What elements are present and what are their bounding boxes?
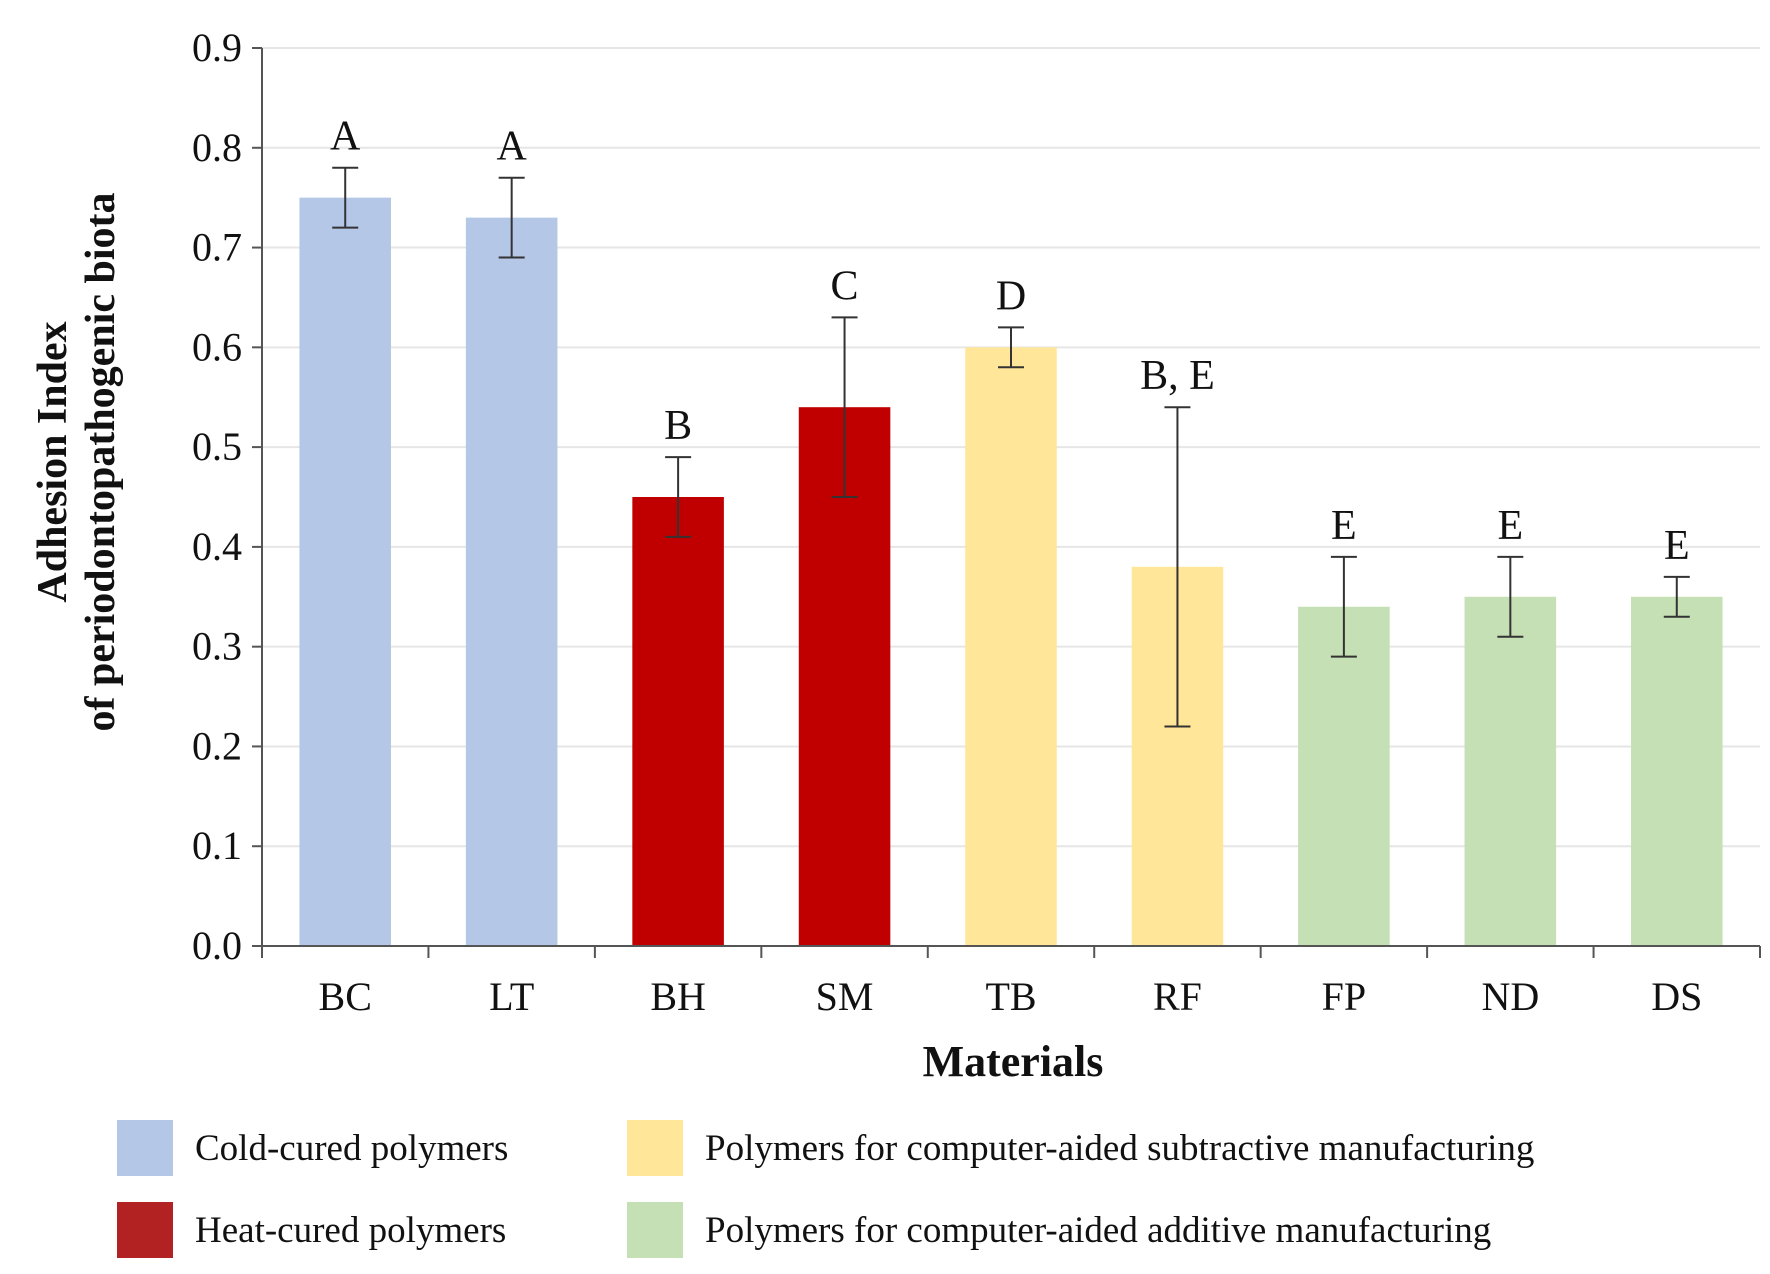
y-tick-label: 0.8 [192, 125, 242, 170]
y-axis-title: Adhesion Index of periodontopathogenic b… [30, 192, 124, 731]
significance-label: E [1331, 503, 1357, 549]
bars [299, 197, 1723, 947]
axes [252, 47, 1761, 958]
y-tick-label: 0.0 [192, 923, 242, 968]
y-tick-label: 0.4 [192, 524, 242, 569]
bar-fp [1298, 606, 1390, 946]
y-axis-title-line-2: of periodontopathogenic biota [78, 192, 124, 731]
x-tick-label: TB [985, 974, 1036, 1019]
y-tick-label: 0.1 [192, 823, 242, 868]
significance-label: B [664, 403, 692, 449]
significance-label: C [831, 263, 859, 309]
bar-nd [1464, 596, 1557, 946]
significance-label: A [330, 114, 361, 160]
y-tick-label: 0.6 [192, 324, 242, 369]
bar-ds [1631, 596, 1723, 946]
x-tick-label: RF [1153, 974, 1202, 1019]
bar-lt [465, 217, 558, 947]
x-tick-label: BH [650, 974, 706, 1019]
error-bars [332, 166, 1690, 728]
significance-label: B, E [1140, 353, 1215, 399]
bar-bh [632, 497, 724, 946]
significance-label: E [1664, 523, 1690, 569]
y-tick-label: 0.7 [192, 225, 242, 270]
labels: 0.0 0.1 0.2 0.3 0.4 0.5 0.6 0.7 0.8 0.9 A BC A LT B BH C… [192, 25, 1702, 1019]
x-tick-label: ND [1481, 974, 1539, 1019]
x-tick-label: LT [489, 974, 534, 1019]
y-tick-label: 0.3 [192, 624, 242, 669]
significance-label: D [996, 273, 1026, 319]
bar-tb [965, 347, 1057, 946]
x-tick-label: DS [1651, 974, 1702, 1019]
x-tick-label: SM [816, 974, 874, 1019]
x-axis-title: Materials [923, 1037, 1104, 1086]
y-tick-label: 0.2 [192, 723, 242, 768]
significance-label: A [496, 124, 527, 170]
significance-label: E [1498, 503, 1524, 549]
y-tick-label: 0.9 [192, 25, 242, 70]
x-tick-label: FP [1322, 974, 1367, 1019]
y-axis-title-line-1: Adhesion Index [30, 321, 76, 602]
x-tick-label: BC [319, 974, 372, 1019]
bar-bc [299, 197, 391, 946]
y-tick-label: 0.5 [192, 424, 242, 469]
